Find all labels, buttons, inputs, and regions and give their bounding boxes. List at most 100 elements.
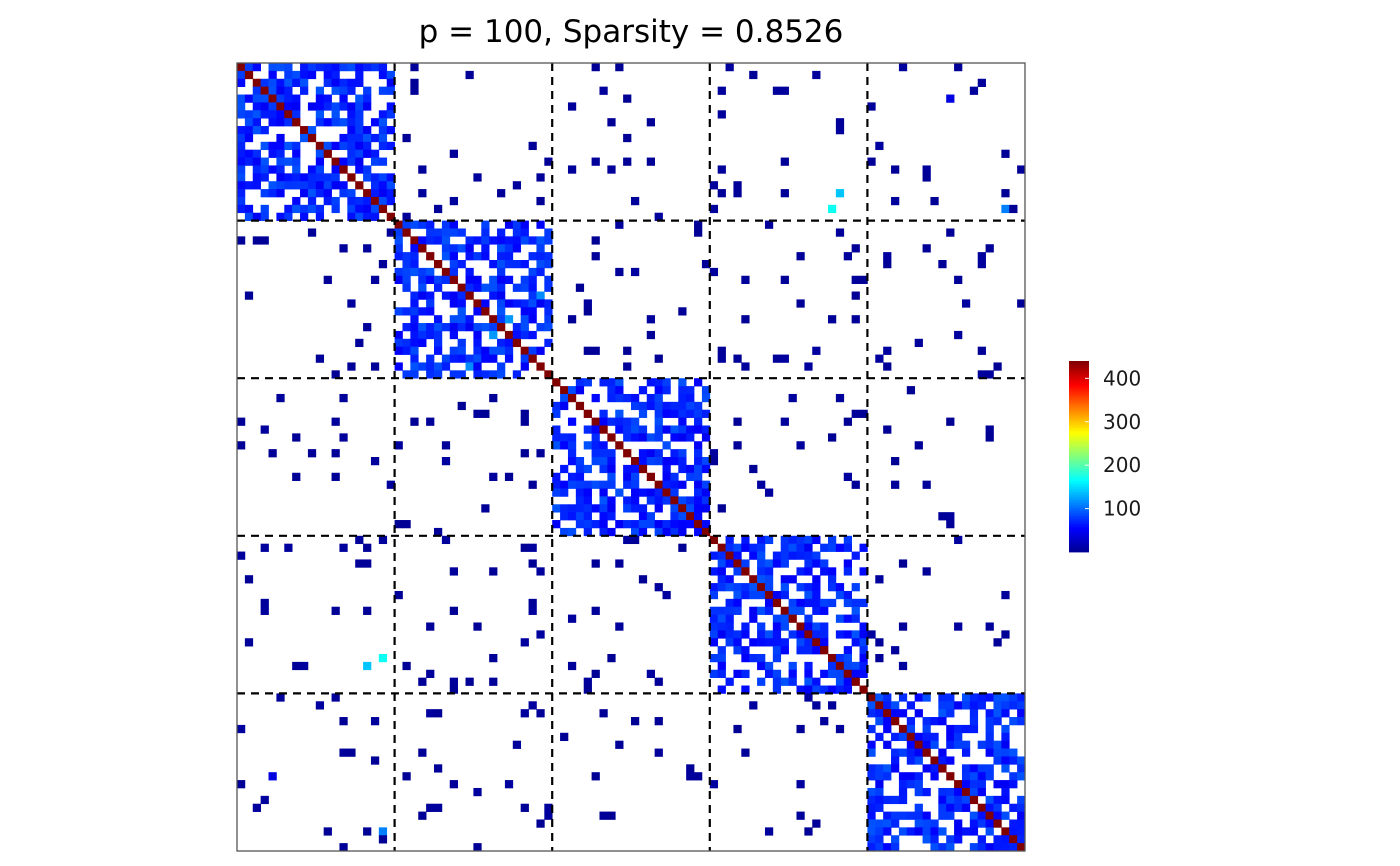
colorbar-slice — [1069, 399, 1089, 402]
heatmap-cell — [449, 330, 458, 340]
heatmap-cell — [1009, 835, 1018, 844]
heatmap-cell — [386, 141, 395, 151]
heatmap-cell — [678, 307, 687, 316]
heatmap-cell — [237, 724, 246, 734]
heatmap-cell — [678, 417, 687, 426]
heatmap-cell — [441, 228, 451, 237]
heatmap-cell — [591, 606, 600, 615]
heatmap-cell — [434, 315, 443, 324]
heatmap-cell — [969, 795, 979, 805]
heatmap-cell — [638, 433, 648, 442]
heatmap-cell — [670, 401, 679, 411]
heatmap-cell — [244, 204, 254, 214]
heatmap-cell — [449, 370, 458, 379]
heatmap-cell — [654, 480, 663, 489]
heatmap-cell — [355, 102, 364, 111]
heatmap-cell — [812, 575, 821, 584]
heatmap-cell — [331, 102, 340, 111]
heatmap-cell — [284, 212, 293, 221]
heatmap-cell — [583, 464, 592, 474]
heatmap-cell — [875, 732, 884, 742]
heatmap-cell — [426, 252, 435, 261]
heatmap-cell — [418, 283, 427, 292]
heatmap-cell — [977, 252, 986, 261]
heatmap-cell — [481, 244, 490, 253]
heatmap-cell — [725, 583, 734, 592]
heatmap-cell — [946, 835, 955, 844]
heatmap-cell — [244, 133, 254, 143]
heatmap-cell — [678, 464, 687, 474]
heatmap-cell — [749, 614, 758, 623]
heatmap-cell — [370, 196, 380, 206]
heatmap-cell — [717, 559, 726, 568]
heatmap-cell — [670, 527, 679, 537]
heatmap-cell — [363, 323, 372, 332]
heatmap-cell — [378, 173, 388, 182]
heatmap-cell — [1001, 630, 1010, 639]
heatmap-cell — [307, 63, 317, 72]
heatmap-cell — [835, 614, 845, 623]
heatmap-cell — [528, 315, 537, 324]
heatmap-cell — [843, 630, 852, 639]
heatmap-cell — [260, 157, 269, 166]
heatmap-cell — [292, 204, 301, 214]
heatmap-cell — [394, 346, 403, 355]
heatmap-cell — [536, 819, 545, 828]
heatmap-cell — [985, 370, 994, 379]
heatmap-cell — [954, 819, 963, 828]
heatmap-cell — [504, 252, 514, 261]
heatmap-cell — [434, 370, 443, 379]
heatmap-cell — [237, 780, 246, 789]
heatmap-cell — [434, 275, 443, 284]
colorbar-slice — [1069, 528, 1089, 531]
heatmap-cell — [583, 307, 592, 316]
heatmap-cell — [678, 457, 687, 466]
heatmap-cell — [457, 346, 466, 355]
heatmap-cell — [835, 189, 845, 198]
heatmap-cell — [875, 693, 884, 702]
heatmap-cell — [504, 315, 514, 324]
heatmap-cell — [1009, 780, 1018, 789]
heatmap-cell — [859, 543, 868, 552]
colorbar-slice — [1069, 440, 1089, 443]
heatmap-cell — [985, 811, 994, 820]
heatmap-cell — [969, 717, 979, 726]
heatmap-cell — [252, 126, 261, 135]
heatmap-cell — [828, 315, 837, 324]
heatmap-cell — [426, 669, 435, 678]
heatmap-cell — [276, 189, 285, 198]
heatmap-cell — [300, 133, 309, 143]
colorbar-slice — [1069, 496, 1089, 499]
heatmap-cell — [788, 606, 797, 615]
heatmap-cell — [891, 196, 900, 206]
heatmap-cell — [386, 86, 395, 95]
heatmap-cell — [544, 338, 553, 348]
heatmap-cell — [646, 488, 655, 497]
heatmap-cell — [394, 441, 403, 450]
heatmap-cell — [954, 740, 963, 749]
heatmap-cell — [741, 748, 750, 757]
heatmap-cell — [449, 567, 458, 576]
heatmap-cell — [709, 638, 719, 647]
heatmap-cell — [733, 583, 742, 592]
heatmap-cell — [473, 370, 482, 379]
heatmap-cell — [859, 275, 868, 284]
heatmap-cell — [804, 685, 813, 694]
heatmap-cell — [804, 362, 813, 371]
heatmap-cell — [473, 843, 482, 852]
heatmap-cell — [434, 228, 443, 237]
heatmap-cell — [481, 228, 490, 237]
heatmap-cell — [520, 417, 529, 426]
heatmap-cell — [528, 330, 537, 340]
heatmap-cell — [441, 291, 451, 300]
heatmap-cell — [244, 63, 254, 72]
heatmap-cell — [457, 299, 466, 308]
heatmap-cell — [638, 457, 648, 466]
heatmap-cell — [560, 488, 569, 497]
colorbar-tick-label: 100 — [1103, 497, 1141, 521]
heatmap-cell — [347, 212, 356, 221]
heatmap-cell — [835, 724, 845, 734]
heatmap-cell — [520, 299, 529, 308]
heatmap-cell — [394, 236, 403, 245]
